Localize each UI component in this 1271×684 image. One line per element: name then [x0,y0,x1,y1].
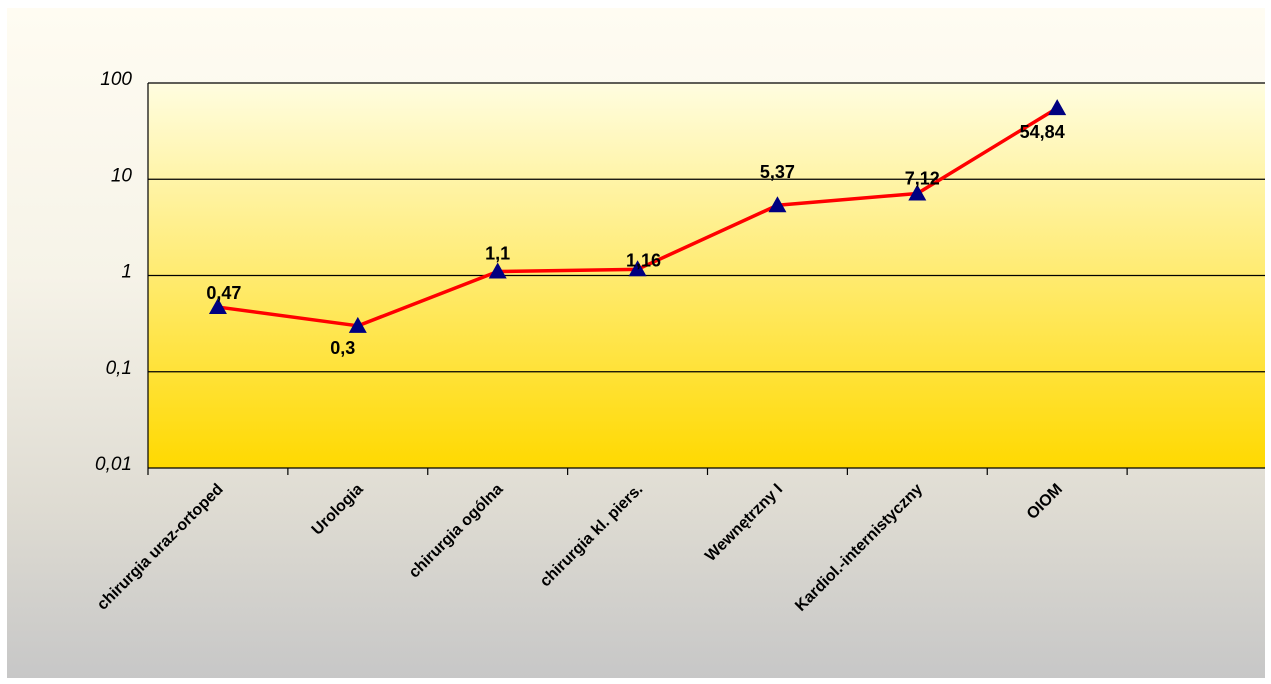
data-label: 5,37 [760,162,795,182]
data-point-marker [908,184,927,201]
x-category-label: chirurgia uraz-ortoped [94,481,227,614]
y-tick-label: 0,1 [106,358,132,379]
data-point-marker [1048,99,1067,116]
y-tick-label: 1 [121,262,132,283]
x-category-label: Wewnętrzny I [702,481,786,565]
data-point-marker [768,196,787,213]
data-label: 7,12 [905,168,940,188]
y-tick-label: 10 [111,165,133,186]
data-label: 0,3 [330,338,355,358]
chart-area: 0,01 0,1 1 10 100 chirurgia uraz-ortoped Urol… [7,8,1265,678]
x-axis: chirurgia uraz-ortoped Urologia chirurgia … [94,468,1128,615]
data-label: 1,16 [626,250,661,270]
data-point-marker [348,316,367,333]
x-category-label: chirurgia ogólna [406,481,507,582]
series-layer [208,99,1067,333]
data-label: 54,84 [1020,122,1065,142]
line-chart: 0,01 0,1 1 10 100 chirurgia uraz-ortoped Urol… [94,69,1265,615]
data-point-marker [208,298,227,315]
data-label: 0,47 [206,283,241,303]
y-tick-label: 100 [100,69,132,90]
x-category-label: Urologia [309,481,367,539]
data-label: 1,1 [485,244,510,264]
data-labels: 0,47 0,3 1,1 1,16 5,37 7,12 54,84 [206,122,1064,358]
x-category-label: chirurgia kl. piers. [537,481,646,590]
y-tick-label: 0,01 [95,454,132,475]
y-axis: 0,01 0,1 1 10 100 [95,69,149,475]
x-category-label: Kardiol.-internistyczny [792,481,926,615]
data-point-marker [488,262,507,279]
gridlines [148,82,1265,469]
x-category-label: OIOM [1024,481,1066,523]
data-point-marker [628,260,647,277]
